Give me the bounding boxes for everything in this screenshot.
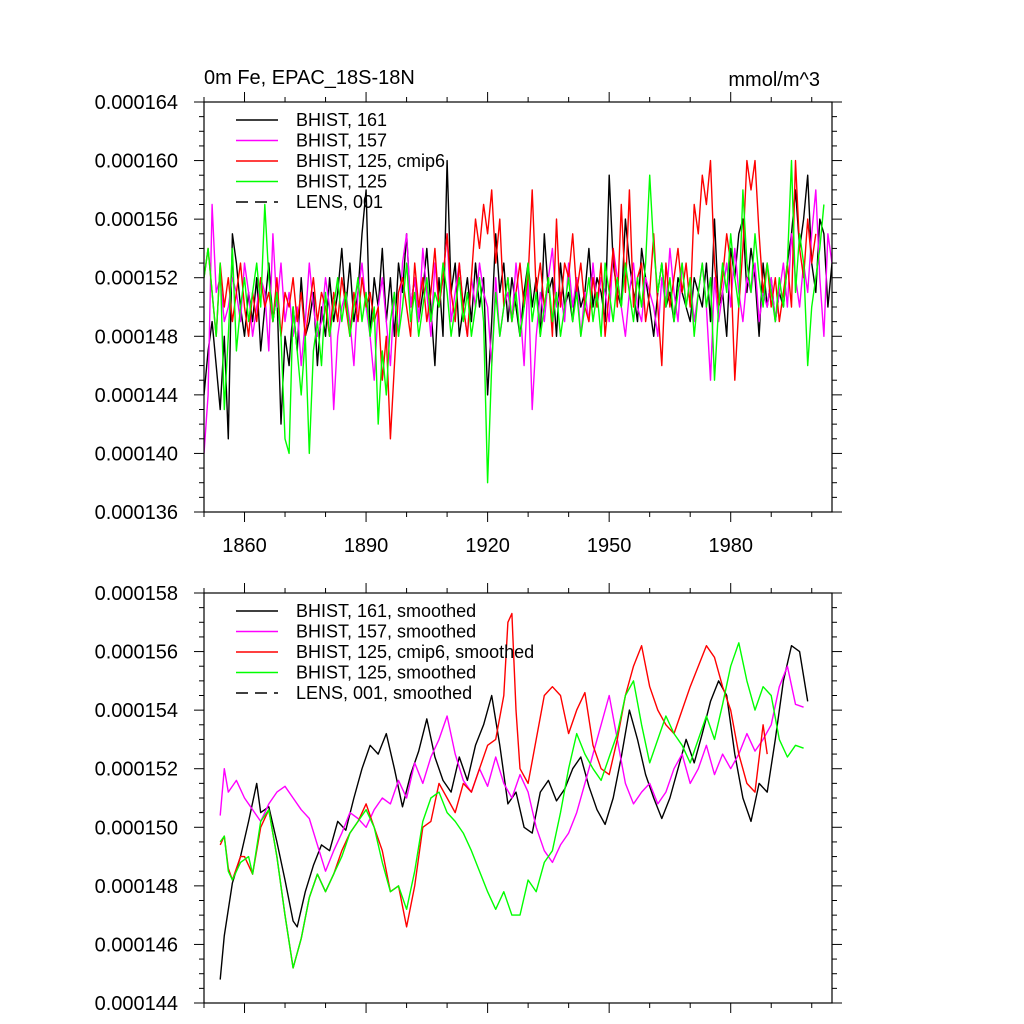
top-y-tick-label: 0.000152: [95, 268, 178, 290]
bottom-legend-label: BHIST, 125, cmip6, smoothed: [296, 642, 534, 662]
top-panel-units: mmol/m^3: [728, 69, 820, 91]
top-x-tick-label: 1920: [465, 535, 510, 557]
top-y-tick-label: 0.000140: [95, 443, 178, 465]
bottom-y-tick-label: 0.000150: [95, 817, 178, 839]
top-y-tick-label: 0.000148: [95, 326, 178, 348]
bottom-series-line-3: [219, 642, 804, 969]
bottom-y-tick-label: 0.000148: [95, 876, 178, 898]
bottom-panel: 0.000144 0.000146 0.000148 0.000150 0.000152…: [95, 583, 842, 1015]
bottom-series-line-0: [219, 645, 809, 980]
bottom-y-tick-label: 0.000154: [95, 700, 178, 722]
top-series-line-1: [204, 189, 832, 454]
bottom-y-tick-label: 0.000152: [95, 759, 178, 781]
top-panel: 0m Fe, EPAC_18S-18N mmol/m^3 1860 1890 192…: [95, 67, 842, 557]
top-y-tick-label: 0.000160: [95, 151, 178, 173]
bottom-y-tick-label: 0.000146: [95, 934, 178, 956]
bottom-series-line-1: [219, 665, 804, 872]
top-y-tick-label: 0.000144: [95, 385, 178, 407]
top-y-tick-label: 0.000136: [95, 502, 178, 524]
bottom-y-tick-label: 0.000144: [95, 993, 178, 1015]
bottom-legend-label: LENS, 001, smoothed: [296, 683, 472, 703]
top-y-tick-label: 0.000156: [95, 209, 178, 231]
top-y-tick-label: 0.000164: [95, 92, 178, 114]
bottom-y-tick-label: 0.000156: [95, 642, 178, 664]
top-legend-label: BHIST, 125: [296, 172, 387, 192]
top-series-line-3: [204, 159, 825, 484]
bottom-legend-label: BHIST, 161, smoothed: [296, 601, 476, 621]
top-legend-label: LENS, 001: [296, 192, 383, 212]
top-panel-title: 0m Fe, EPAC_18S-18N: [204, 67, 415, 89]
top-legend-label: BHIST, 125, cmip6: [296, 151, 445, 171]
top-x-tick-label: 1950: [587, 535, 632, 557]
top-legend-label: BHIST, 157: [296, 131, 387, 151]
top-legend-label: BHIST, 161: [296, 110, 387, 130]
top-x-tick-label: 1890: [344, 535, 389, 557]
bottom-y-tick-label: 0.000158: [95, 583, 178, 605]
top-x-tick-label: 1980: [708, 535, 753, 557]
top-x-tick-label: 1860: [222, 535, 267, 557]
bottom-legend-label: BHIST, 157, smoothed: [296, 622, 476, 642]
bottom-legend-label: BHIST, 125, smoothed: [296, 663, 476, 683]
